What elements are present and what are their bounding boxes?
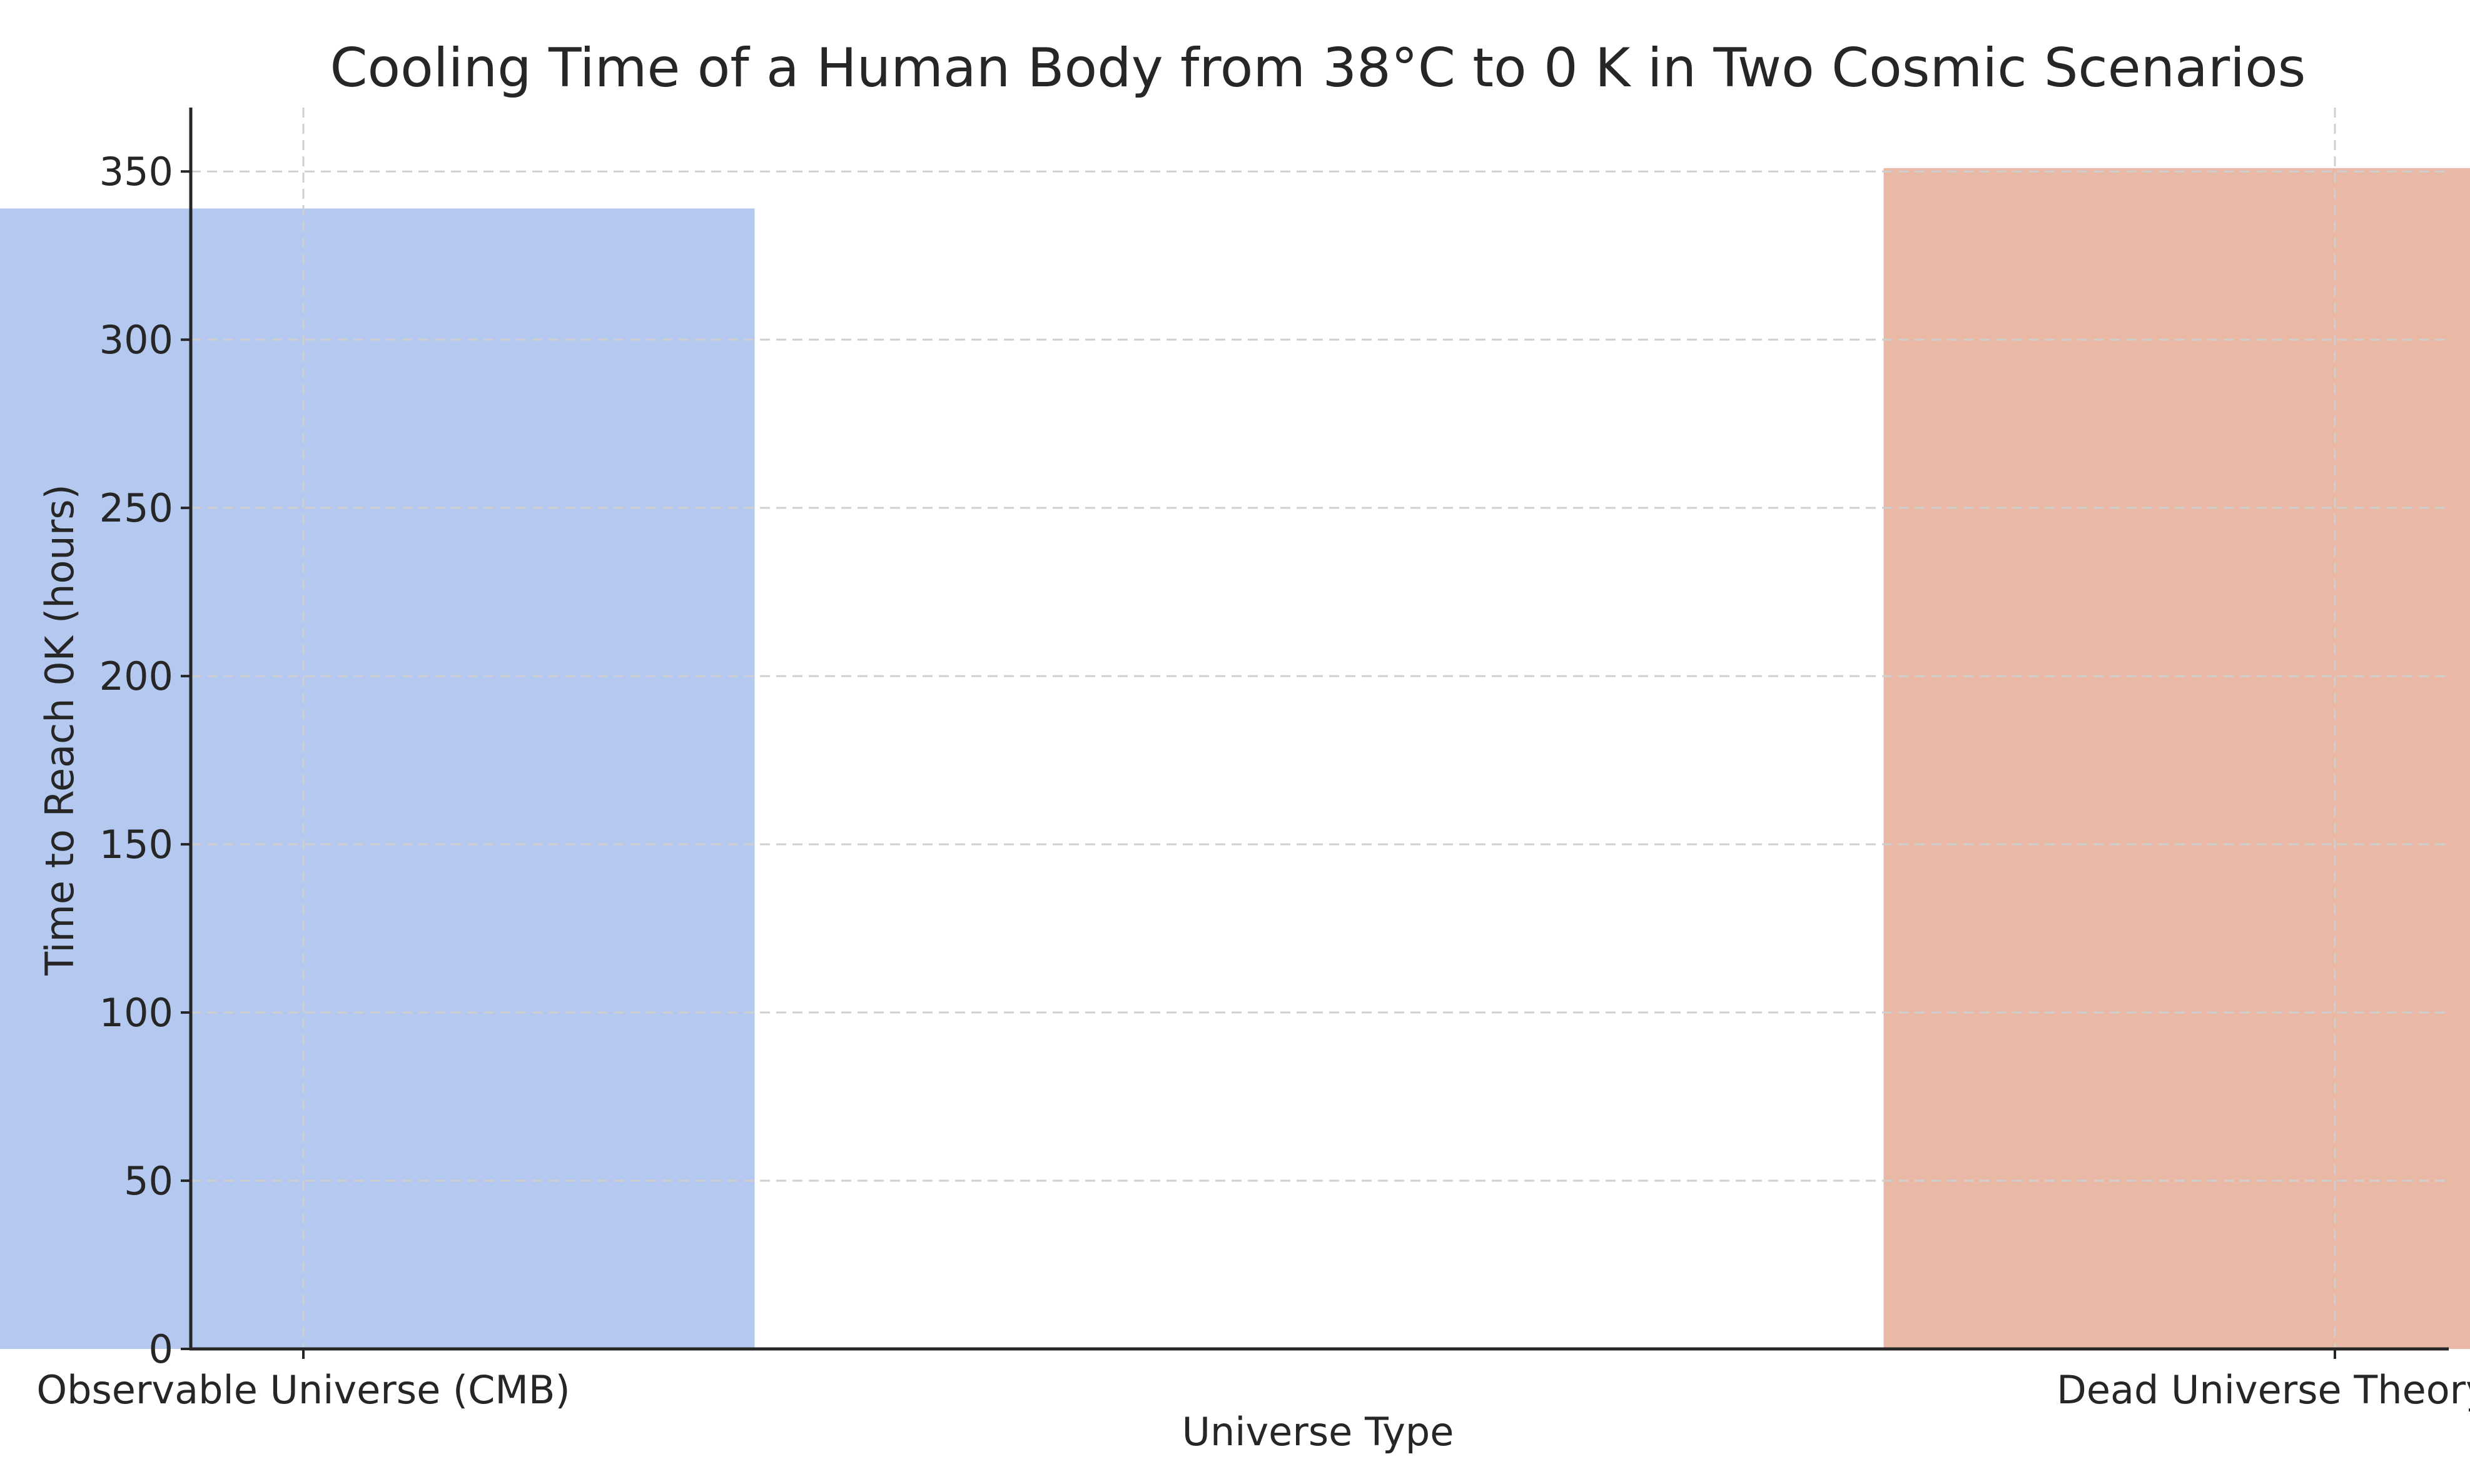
y-tick-label: 150: [99, 822, 173, 867]
y-axis-label: Time to Reach 0K (hours): [37, 484, 83, 976]
y-tick-label: 350: [99, 149, 173, 194]
y-tick-label: 200: [99, 654, 173, 699]
x-tick-label: Observable Universe (CMB): [36, 1367, 570, 1413]
axes: [189, 108, 2449, 1351]
y-tick-label: 100: [99, 990, 173, 1036]
chart-title: Cooling Time of a Human Body from 38°C t…: [330, 37, 2306, 99]
bars: [0, 168, 2470, 1350]
bar: [0, 208, 755, 1350]
y-tick-label: 250: [99, 485, 173, 531]
grid: [191, 108, 2449, 1349]
y-tick-label: 0: [149, 1326, 173, 1372]
x-tick-label: Dead Universe Theory (DUT): [2057, 1367, 2470, 1413]
y-tick-label: 50: [124, 1158, 173, 1204]
ticks: 0 50 100 150 200 250 300 350 Observable Universe…: [36, 149, 2470, 1413]
x-axis-label: Universe Type: [1182, 1409, 1454, 1455]
bar: [1883, 168, 2470, 1350]
y-tick-label: 300: [99, 317, 173, 363]
